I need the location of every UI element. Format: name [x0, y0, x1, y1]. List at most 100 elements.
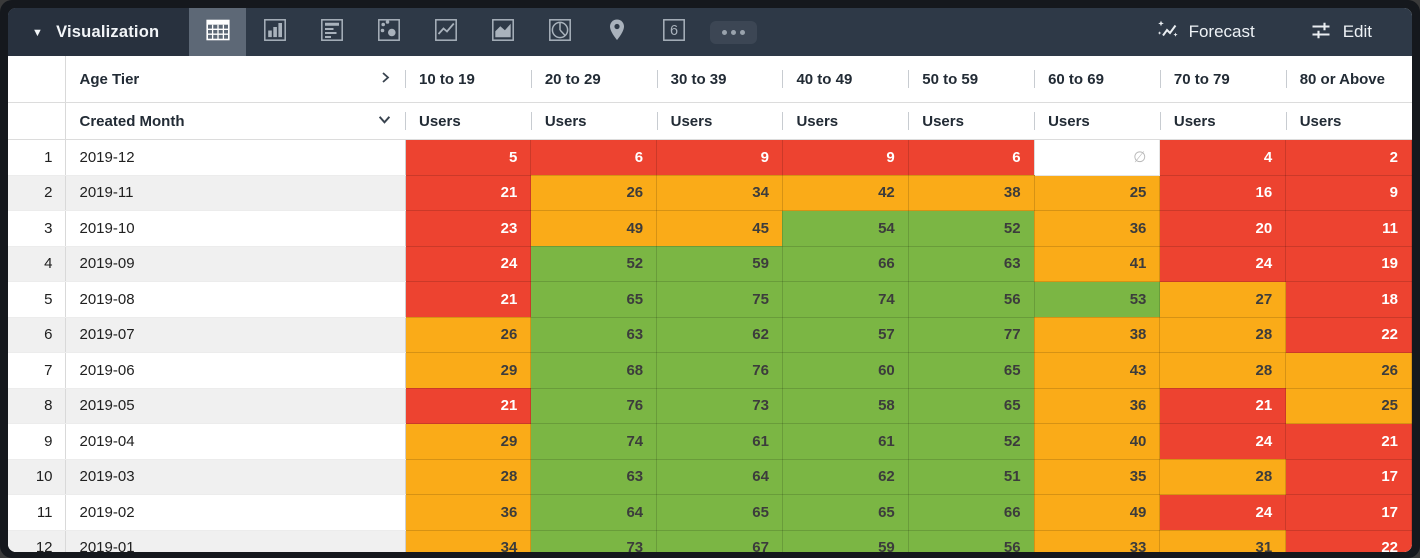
value-cell[interactable]: 41 — [1033, 245, 1161, 282]
value-cell[interactable]: 24 — [1159, 423, 1287, 460]
value-cell[interactable]: 73 — [530, 529, 658, 552]
value-cell[interactable]: 20 — [1159, 210, 1287, 247]
value-cell[interactable]: 21 — [1159, 387, 1287, 424]
value-cell[interactable]: 18 — [1285, 281, 1412, 318]
value-cell[interactable]: 21 — [404, 281, 532, 318]
value-cell[interactable]: 42 — [781, 174, 909, 211]
measure-header[interactable]: Users — [1285, 102, 1412, 140]
month-cell[interactable]: 2019-05 — [65, 388, 406, 424]
column-header-70-to-79[interactable]: 70 to 79 — [1159, 56, 1286, 103]
column-header-50-to-59[interactable]: 50 to 59 — [908, 56, 1035, 103]
value-cell[interactable]: 59 — [656, 245, 783, 282]
measure-header[interactable]: Users — [530, 102, 657, 140]
value-cell[interactable]: 45 — [656, 210, 783, 247]
value-cell[interactable]: 24 — [404, 245, 532, 282]
value-cell[interactable]: 66 — [907, 494, 1035, 531]
month-cell[interactable]: 2019-01 — [65, 530, 406, 552]
value-cell[interactable]: 36 — [404, 494, 532, 531]
value-cell[interactable]: 28 — [404, 458, 532, 495]
chart-type-table-button[interactable] — [189, 8, 247, 56]
measure-header[interactable]: Users — [782, 102, 909, 140]
value-cell[interactable]: 19 — [1285, 245, 1412, 282]
month-cell[interactable]: 2019-06 — [65, 352, 406, 389]
chart-type-single-value-button[interactable]: 6 — [645, 8, 702, 56]
column-header-60-to-69[interactable]: 60 to 69 — [1034, 56, 1160, 103]
value-cell[interactable]: 65 — [907, 387, 1035, 424]
value-cell[interactable]: 57 — [781, 316, 909, 353]
value-cell[interactable]: 17 — [1285, 458, 1412, 495]
value-cell[interactable]: 34 — [656, 174, 783, 211]
chart-type-pie-button[interactable] — [531, 8, 588, 56]
forecast-button[interactable]: Forecast — [1149, 17, 1261, 48]
chart-type-scatter-button[interactable] — [360, 8, 417, 56]
value-cell[interactable]: 21 — [404, 174, 532, 211]
column-header-10-to-19[interactable]: 10 to 19 — [405, 56, 531, 103]
value-cell[interactable]: 24 — [1159, 494, 1287, 531]
visualization-selector[interactable]: ▼ Visualization — [8, 8, 190, 56]
value-cell[interactable]: 52 — [907, 423, 1035, 460]
value-cell[interactable]: 26 — [404, 316, 532, 353]
value-cell[interactable]: 27 — [1159, 281, 1287, 318]
value-cell[interactable]: 76 — [530, 387, 658, 424]
pivot-dimension-header[interactable]: Age Tier — [65, 56, 405, 103]
value-cell[interactable]: 21 — [1285, 423, 1412, 460]
value-cell[interactable]: 65 — [656, 494, 783, 531]
value-cell[interactable]: 52 — [530, 245, 658, 282]
measure-header[interactable]: Users — [908, 102, 1035, 140]
value-cell[interactable]: 74 — [530, 423, 658, 460]
value-cell[interactable]: 43 — [1033, 352, 1161, 389]
value-cell[interactable]: 21 — [404, 387, 532, 424]
value-cell[interactable]: 65 — [530, 281, 658, 318]
column-header-80-or-above[interactable]: 80 or Above — [1285, 56, 1412, 103]
value-cell[interactable]: 28 — [1159, 316, 1287, 353]
value-cell[interactable]: 29 — [404, 352, 532, 389]
value-cell[interactable]: 25 — [1033, 174, 1161, 211]
row-dimension-header[interactable]: Created Month — [65, 102, 405, 140]
month-cell[interactable]: 2019-12 — [65, 139, 406, 176]
value-cell[interactable]: 61 — [781, 423, 909, 460]
measure-header[interactable]: Users — [1159, 102, 1286, 140]
value-cell[interactable]: 5 — [404, 139, 532, 176]
value-cell[interactable]: 40 — [1033, 423, 1161, 460]
value-cell[interactable]: 38 — [1033, 316, 1161, 353]
value-cell[interactable]: 49 — [1033, 494, 1161, 531]
month-cell[interactable]: 2019-08 — [65, 281, 406, 318]
month-cell[interactable]: 2019-10 — [65, 210, 406, 247]
value-cell[interactable]: 33 — [1033, 529, 1161, 552]
value-cell[interactable]: 60 — [781, 352, 909, 389]
value-cell[interactable]: 28 — [1159, 352, 1287, 389]
edit-button[interactable]: Edit — [1303, 17, 1378, 48]
value-cell[interactable]: 9 — [781, 139, 909, 176]
month-cell[interactable]: 2019-03 — [65, 459, 406, 495]
value-cell[interactable]: 49 — [530, 210, 658, 247]
month-cell[interactable]: 2019-04 — [65, 423, 406, 460]
measure-header[interactable]: Users — [405, 102, 531, 140]
value-cell[interactable]: 64 — [656, 458, 783, 495]
column-header-30-to-39[interactable]: 30 to 39 — [656, 56, 783, 103]
value-cell[interactable]: 64 — [530, 494, 658, 531]
value-cell[interactable]: 77 — [907, 316, 1035, 353]
value-cell[interactable]: 65 — [907, 352, 1035, 389]
value-cell[interactable]: 26 — [530, 174, 658, 211]
value-cell[interactable]: 35 — [1033, 458, 1161, 495]
value-cell[interactable]: 63 — [907, 245, 1035, 282]
value-cell[interactable]: 61 — [656, 423, 783, 460]
measure-header[interactable]: Users — [656, 102, 783, 140]
value-cell[interactable]: 2 — [1285, 139, 1412, 176]
chart-type-column-button[interactable] — [246, 8, 303, 56]
value-cell[interactable]: 65 — [781, 494, 909, 531]
value-cell[interactable]: 11 — [1285, 210, 1412, 247]
value-cell[interactable]: 56 — [907, 529, 1035, 552]
value-cell[interactable]: 17 — [1285, 494, 1412, 531]
value-cell[interactable]: 26 — [1285, 352, 1412, 389]
chart-type-bar-button[interactable] — [303, 8, 360, 56]
month-cell[interactable]: 2019-11 — [65, 175, 406, 211]
chart-type-line-button[interactable] — [417, 8, 474, 56]
value-cell[interactable]: 36 — [1033, 210, 1161, 247]
value-cell[interactable]: 22 — [1285, 316, 1412, 353]
month-cell[interactable]: 2019-07 — [65, 317, 406, 353]
value-cell[interactable]: 29 — [404, 423, 532, 460]
value-cell[interactable]: 28 — [1159, 458, 1287, 495]
value-cell[interactable]: 9 — [1285, 174, 1412, 211]
value-cell[interactable]: 38 — [907, 174, 1035, 211]
